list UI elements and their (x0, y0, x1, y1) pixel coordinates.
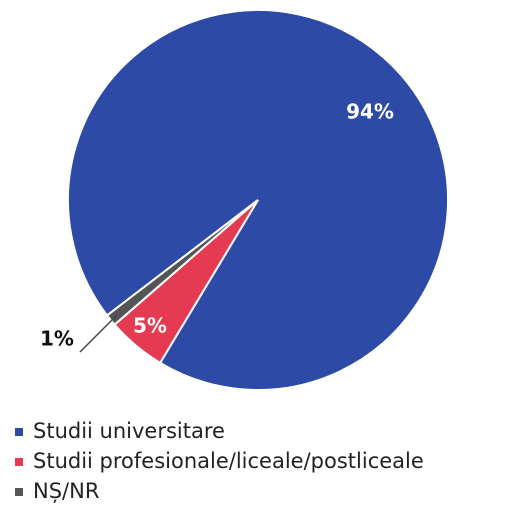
data-label: 1% (40, 327, 74, 351)
data-label: 94% (346, 100, 394, 124)
leader-line (79, 314, 118, 353)
pie-slice (105, 199, 259, 327)
legend-swatch (15, 458, 23, 466)
legend-swatch (15, 428, 23, 436)
legend-label: Studii profesionale/liceale/postliceale (33, 449, 424, 473)
legend-label: NȘ/NR (33, 479, 99, 503)
data-label: 5% (133, 314, 167, 338)
legend-label: Studii universitare (33, 419, 225, 443)
legend-swatch (15, 488, 23, 496)
